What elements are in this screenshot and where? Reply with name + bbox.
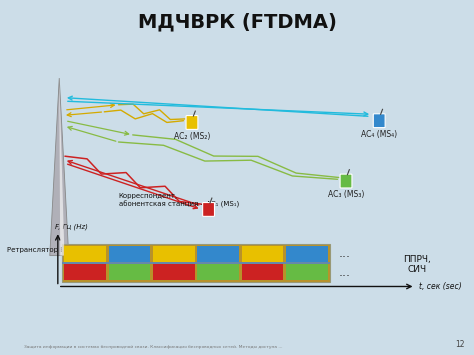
Polygon shape [50, 78, 69, 256]
Bar [242, 246, 283, 262]
Bar [242, 264, 283, 280]
Text: Защита информации в системах беспроводной связи. Классификация беспроводных сете: Защита информации в системах беспроводно… [24, 345, 282, 349]
Bar [106, 246, 109, 262]
Bar [283, 246, 286, 262]
Text: AC₂ (MS₂): AC₂ (MS₂) [174, 132, 210, 141]
Text: AC₄ (MS₄): AC₄ (MS₄) [361, 130, 397, 139]
FancyBboxPatch shape [186, 116, 198, 129]
Text: Корреспондент,
абонентская станция – AC₁ (MS₁): Корреспондент, абонентская станция – AC₁… [118, 193, 239, 208]
Bar [62, 262, 330, 264]
Text: Ретранслятор БС (BTS): Ретранслятор БС (BTS) [7, 247, 91, 253]
Bar [153, 246, 195, 262]
FancyBboxPatch shape [203, 202, 215, 217]
Bar [153, 264, 195, 280]
Bar [286, 246, 328, 262]
Bar [195, 246, 197, 262]
Bar [64, 246, 106, 262]
FancyBboxPatch shape [340, 174, 352, 188]
Bar [109, 264, 150, 280]
Bar [195, 264, 197, 280]
Bar [197, 246, 239, 262]
Bar [197, 264, 239, 280]
Text: t, сек (sec): t, сек (sec) [419, 282, 462, 291]
Text: 12: 12 [455, 340, 465, 349]
Text: ...: ... [338, 247, 351, 260]
Text: F, Гц (Hz): F, Гц (Hz) [55, 223, 88, 230]
Bar [62, 244, 330, 282]
Bar [64, 264, 106, 280]
Text: ППРЧ,
СИЧ: ППРЧ, СИЧ [403, 255, 431, 274]
FancyBboxPatch shape [374, 114, 385, 127]
Text: ...: ... [338, 266, 351, 279]
Bar [239, 264, 242, 280]
Bar [150, 246, 153, 262]
Text: МДЧВРК (FTDMA): МДЧВРК (FTDMA) [137, 12, 337, 32]
Bar [286, 264, 328, 280]
Bar [283, 264, 286, 280]
Bar [239, 246, 242, 262]
Bar [150, 264, 153, 280]
Bar [109, 246, 150, 262]
Text: AC₃ (MS₃): AC₃ (MS₃) [328, 190, 364, 199]
Bar [106, 264, 109, 280]
Polygon shape [59, 78, 64, 256]
